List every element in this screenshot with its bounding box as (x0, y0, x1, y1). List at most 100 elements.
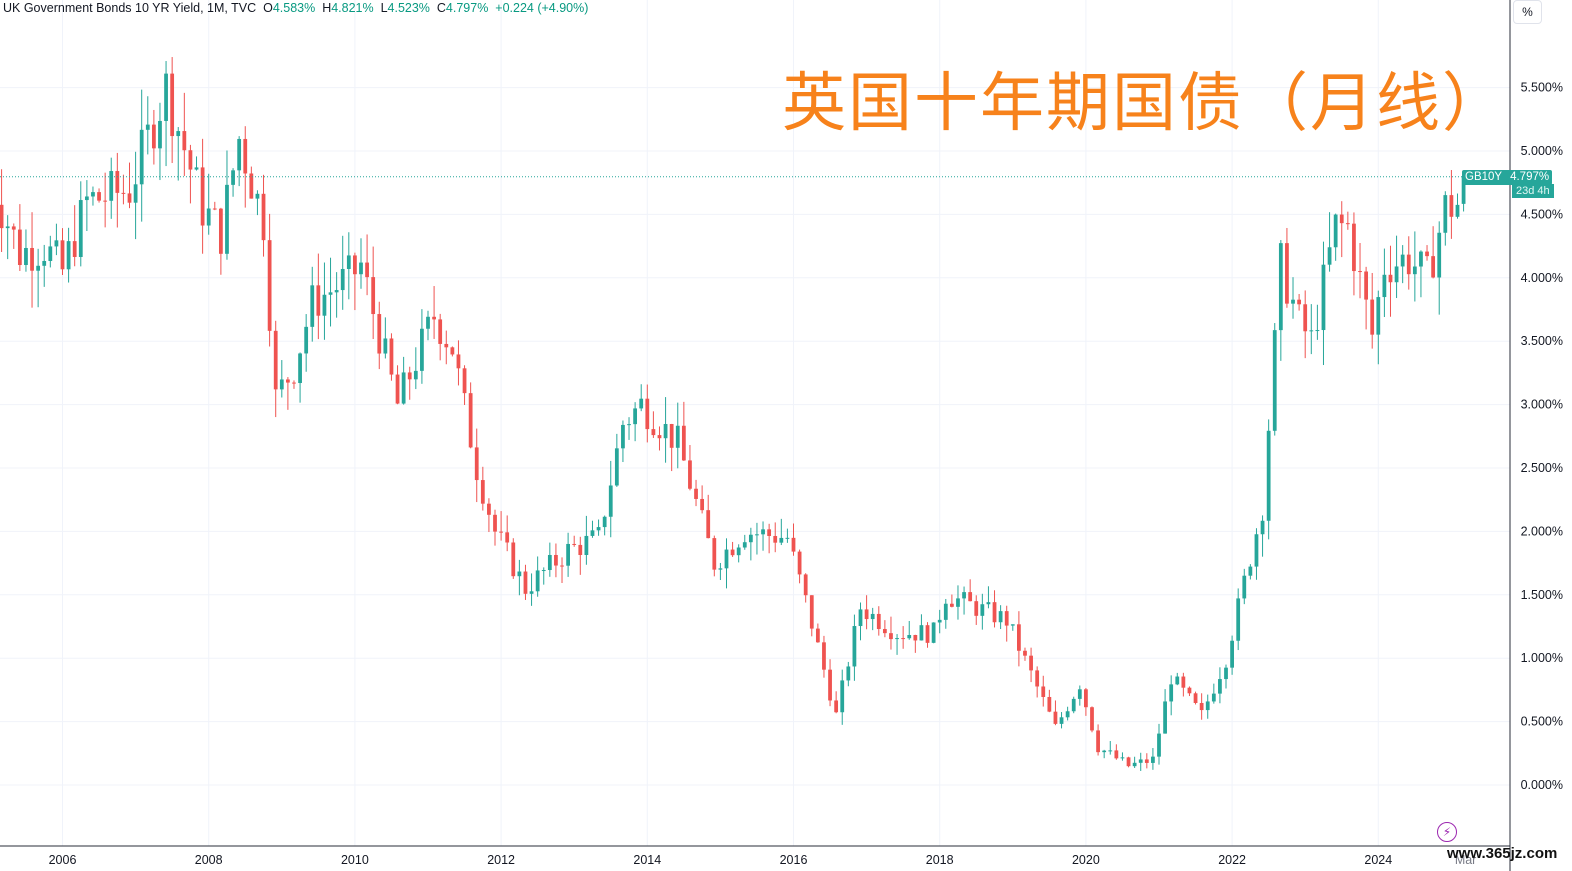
candle-body (480, 480, 485, 504)
candle-body (365, 262, 369, 278)
candle-body (468, 393, 473, 448)
chart-title-overlay: 英国十年期国债（月线） (782, 67, 1508, 141)
candle-body (937, 619, 942, 623)
candle-body (864, 609, 869, 620)
candle-body (24, 247, 28, 266)
candle-body (1419, 251, 1423, 267)
last-price-symbol: GB10Y (1465, 171, 1503, 183)
candle-body (822, 642, 826, 670)
candle-body (992, 602, 997, 623)
candle-body (1144, 759, 1149, 763)
candle-body (1333, 214, 1338, 248)
candle-body (438, 319, 443, 344)
watermark: www.365jz.com (1447, 845, 1558, 862)
candle-body (669, 423, 674, 448)
candle-body (48, 246, 53, 261)
candle-body (188, 150, 193, 170)
candle-body (560, 565, 564, 567)
y-tick-label: 4.000% (1521, 271, 1563, 285)
candle-body (931, 622, 936, 643)
candle-body (779, 537, 784, 543)
candle-body (1358, 271, 1362, 273)
candle-body (511, 542, 516, 577)
candle-body (1047, 696, 1052, 712)
candle-body (145, 124, 150, 130)
grid (0, 0, 1510, 846)
candle-body (322, 294, 327, 316)
candle-body (109, 171, 114, 201)
candle-body (834, 700, 839, 713)
candle-body (590, 530, 595, 536)
candle-body (755, 534, 759, 536)
candle-body (870, 613, 875, 620)
candle-body (298, 353, 302, 384)
y-tick-label: 3.000% (1521, 398, 1563, 412)
x-tick-label: Mar (1455, 853, 1477, 867)
candle-body (273, 330, 278, 390)
candle-body (889, 633, 893, 640)
candle-body (97, 192, 101, 201)
candle-body (121, 192, 126, 194)
candle-body (974, 601, 979, 616)
candle-body (1163, 701, 1167, 734)
x-tick-label: 2016 (780, 853, 808, 867)
candle-body (627, 424, 631, 426)
candle-body (487, 503, 491, 515)
candle-body (237, 138, 242, 171)
candle-body (1169, 684, 1174, 702)
candle-body (1285, 243, 1289, 304)
candle-body (852, 626, 857, 667)
bar-countdown: 23d 4h (1512, 184, 1554, 198)
candle-body (1260, 520, 1265, 535)
candle-body (1157, 733, 1161, 757)
candle-body (42, 260, 47, 266)
candle-body (761, 529, 765, 535)
candle-body (426, 316, 430, 329)
candle-body (200, 167, 205, 226)
candle-body (1315, 330, 1320, 332)
candle-body (602, 516, 607, 528)
candle-body (907, 634, 912, 639)
candle-body (1412, 266, 1417, 275)
low-label: L (380, 1, 388, 15)
candle-body (925, 625, 930, 643)
candle-body (803, 574, 808, 596)
candle-body (334, 290, 339, 293)
candle-body (505, 532, 510, 543)
candle-body (328, 292, 333, 295)
candle-body (212, 208, 217, 210)
candle-body (401, 372, 406, 404)
lightning-icon[interactable]: ⚡ (1437, 822, 1457, 842)
x-tick-label: 2006 (49, 853, 77, 867)
candle-body (194, 167, 199, 170)
candle-body (1017, 624, 1021, 651)
x-tick-label: 2014 (633, 853, 661, 867)
candle-body (0, 204, 4, 229)
candle-body (1266, 430, 1271, 521)
candle-body (840, 680, 845, 713)
candle-body (444, 343, 449, 348)
candle-body (383, 338, 388, 354)
percent-scale-button[interactable]: % (1513, 0, 1542, 24)
y-tick-label: 1.500% (1521, 588, 1563, 602)
candle-body (1345, 223, 1350, 225)
chart-legend: UK Government Bonds 10 YR Yield, 1M, TVC… (3, 1, 588, 15)
x-tick-label: 2010 (341, 853, 369, 867)
candle-body (815, 628, 820, 643)
candle-body (1181, 676, 1186, 688)
candle-body (517, 571, 522, 577)
candle-body (1248, 566, 1253, 576)
candle-body (261, 193, 266, 241)
candle-body (523, 571, 528, 594)
candle-body (499, 531, 503, 533)
x-tick-label: 2024 (1364, 853, 1392, 867)
candle-body (1394, 266, 1399, 283)
candle-body (474, 447, 479, 481)
candle-body (846, 666, 851, 681)
symbol-label[interactable]: UK Government Bonds 10 YR Yield, 1M, TVC (3, 1, 257, 15)
candle-body (407, 372, 412, 380)
candle-body (462, 368, 467, 394)
candle-body (164, 73, 168, 121)
candle-body (1132, 762, 1137, 767)
